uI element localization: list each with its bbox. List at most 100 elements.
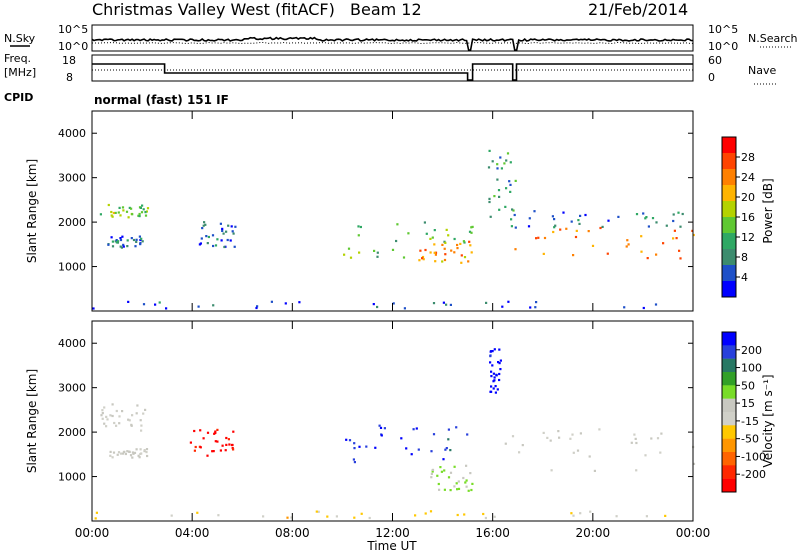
heatmap-cell bbox=[635, 213, 639, 216]
heatmap-cell bbox=[142, 412, 145, 415]
heatmap-cell bbox=[457, 480, 460, 483]
heatmap-cell bbox=[470, 231, 473, 234]
nave-label: Nave bbox=[748, 64, 776, 77]
heatmap-cell bbox=[144, 214, 148, 217]
heatmap-cell bbox=[132, 452, 135, 455]
colorbar-swatch bbox=[722, 281, 736, 298]
heatmap-cell bbox=[365, 445, 368, 448]
heatmap-cell bbox=[570, 220, 573, 223]
heatmap-cell bbox=[442, 301, 445, 304]
heatmap-cell bbox=[225, 443, 228, 446]
heatmap-cell bbox=[256, 305, 259, 308]
colorbar-swatch bbox=[722, 358, 736, 373]
heatmap-cell bbox=[349, 256, 353, 259]
heatmap-cell bbox=[165, 307, 168, 310]
heatmap-cell bbox=[456, 247, 459, 250]
heatmap-cell bbox=[447, 428, 450, 431]
heatmap-cell bbox=[110, 210, 113, 214]
heatmap-cell bbox=[459, 242, 462, 245]
heatmap-cell bbox=[468, 230, 472, 233]
heatmap-cell bbox=[489, 355, 492, 358]
heatmap-cell bbox=[255, 306, 258, 310]
heatmap-cell bbox=[644, 454, 647, 457]
heatmap-cell bbox=[212, 244, 215, 248]
heatmap-cell bbox=[493, 379, 496, 382]
heatmap-cell bbox=[142, 208, 145, 211]
heatmap-cell bbox=[572, 451, 575, 454]
heatmap-cell bbox=[225, 436, 228, 440]
heatmap-cell bbox=[509, 161, 512, 164]
heatmap-cell bbox=[455, 426, 458, 429]
heatmap-cell bbox=[489, 215, 492, 218]
heatmap-cell bbox=[111, 245, 115, 248]
heatmap-cell bbox=[140, 429, 143, 432]
heatmap-cell bbox=[315, 510, 318, 513]
heatmap-cell bbox=[119, 237, 122, 240]
heatmap-cell bbox=[512, 209, 515, 212]
heatmap-cell bbox=[131, 414, 134, 417]
heatmap-cell bbox=[127, 216, 130, 219]
nsearch-trace bbox=[92, 41, 694, 45]
heatmap-cell bbox=[433, 251, 436, 254]
heatmap-cell bbox=[121, 206, 125, 209]
heatmap-cell bbox=[216, 238, 219, 241]
heatmap-cell bbox=[214, 440, 217, 443]
heatmap-cell bbox=[488, 149, 491, 152]
heatmap-cell bbox=[217, 514, 220, 517]
heatmap-cell bbox=[462, 240, 465, 243]
colorbar-tick-label: 16 bbox=[741, 211, 755, 224]
heatmap-cell bbox=[212, 450, 215, 453]
heatmap-cell bbox=[359, 225, 362, 229]
heatmap-cell bbox=[490, 350, 493, 353]
heatmap-cell bbox=[499, 156, 502, 159]
beam-label: Beam 12 bbox=[350, 0, 422, 19]
heatmap-cell bbox=[464, 481, 467, 484]
heatmap-cell bbox=[95, 511, 98, 514]
heatmap-cell bbox=[189, 441, 192, 444]
heatmap-cell bbox=[679, 225, 682, 228]
heatmap-cell bbox=[222, 232, 225, 235]
velocity-heatmap-panel: 1000 2000 3000 4000 Slant Range [km] bbox=[25, 320, 696, 522]
heatmap-cell bbox=[442, 458, 445, 461]
y-tick-label: 1000 bbox=[58, 471, 86, 484]
heatmap-cell bbox=[234, 225, 237, 228]
heatmap-cell bbox=[376, 255, 379, 258]
heatmap-cell bbox=[577, 219, 580, 222]
heatmap-cell bbox=[449, 303, 452, 306]
heatmap-cell bbox=[430, 476, 433, 479]
heatmap-cell bbox=[490, 375, 493, 378]
x-tick-label: 00:00 bbox=[75, 526, 110, 540]
heatmap-cell bbox=[450, 249, 453, 252]
heatmap-cell bbox=[434, 253, 437, 256]
heatmap-cell bbox=[212, 304, 215, 307]
heatmap-cell bbox=[124, 452, 127, 456]
heatmap-cell bbox=[201, 227, 204, 230]
heatmap-cell bbox=[465, 485, 468, 488]
heatmap-cell bbox=[221, 444, 224, 447]
heatmap-cell bbox=[504, 205, 507, 208]
heatmap-cell bbox=[101, 412, 104, 415]
heatmap-cell bbox=[494, 391, 497, 394]
heatmap-cell bbox=[496, 178, 499, 181]
heatmap-cell bbox=[482, 512, 485, 516]
heatmap-cell bbox=[466, 433, 469, 436]
heatmap-cell bbox=[135, 240, 138, 243]
colorbar-swatch bbox=[722, 217, 736, 234]
heatmap-cell bbox=[228, 443, 231, 446]
heatmap-cell bbox=[509, 183, 512, 186]
heatmap-cell bbox=[505, 159, 508, 162]
colorbar-swatch bbox=[722, 385, 736, 399]
heatmap-cell bbox=[206, 454, 209, 457]
heatmap-cell bbox=[449, 471, 453, 474]
heatmap-cell bbox=[570, 512, 573, 515]
velocity-ylabel: Slant Range [km] bbox=[25, 369, 39, 473]
nsky-label: N.Sky bbox=[4, 32, 36, 45]
heatmap-cell bbox=[439, 466, 442, 469]
heatmap-cell bbox=[543, 236, 547, 240]
heatmap-cell bbox=[131, 456, 134, 459]
heatmap-cell bbox=[111, 215, 114, 218]
heatmap-cell bbox=[431, 236, 434, 239]
heatmap-cell bbox=[352, 458, 355, 461]
heatmap-cell bbox=[626, 239, 629, 242]
velocity-colorbar-label: Velocity [m s⁻¹] bbox=[761, 374, 775, 467]
